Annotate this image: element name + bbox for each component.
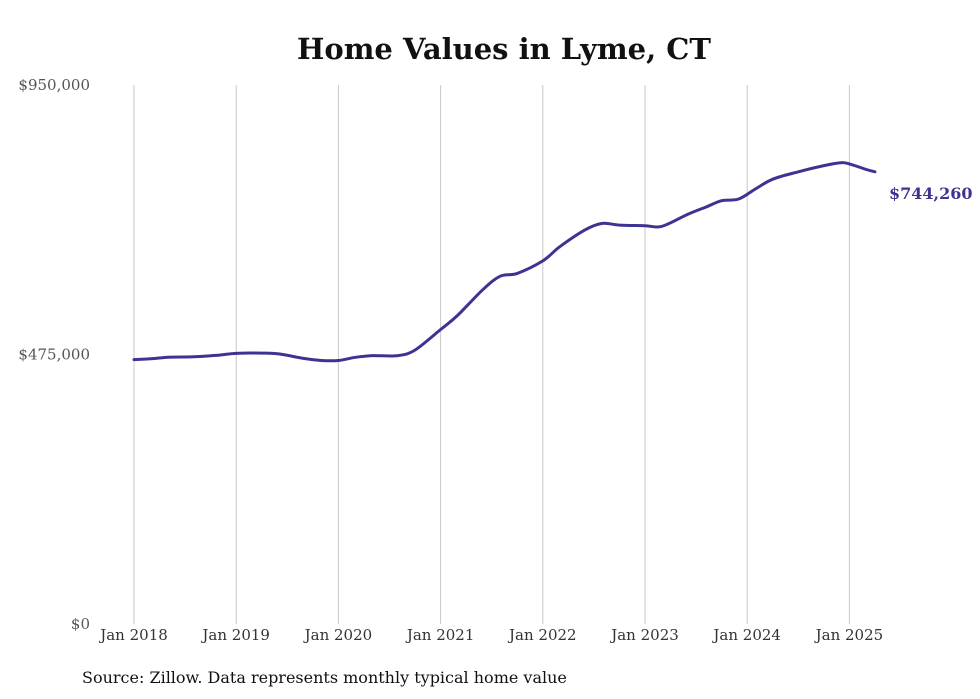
x-tick-label: Jan 2021: [405, 626, 475, 644]
x-tick-label: Jan 2023: [609, 626, 679, 644]
y-tick-label: $0: [71, 615, 90, 633]
series-layer: [132, 161, 877, 363]
x-tick-label: Jan 2018: [98, 626, 168, 644]
x-tick-label: Jan 2025: [814, 626, 884, 644]
source-note: Source: Zillow. Data represents monthly …: [82, 668, 567, 687]
x-tick-label: Jan 2020: [303, 626, 373, 644]
series-line: [132, 161, 877, 363]
x-tick-label: Jan 2022: [507, 626, 577, 644]
y-axis-ticks: $0 $475,000 $950,000: [18, 76, 90, 633]
x-tick-label: Jan 2024: [711, 626, 781, 644]
x-axis-ticks: Jan 2018 Jan 2019 Jan 2020 Jan 2021 Jan 2022…: [98, 626, 883, 644]
end-value-label: $744,260: [889, 184, 973, 203]
x-tick-label: Jan 2019: [200, 626, 270, 644]
y-tick-label: $475,000: [18, 346, 90, 364]
chart-title: Home Values in Lyme, CT: [297, 32, 711, 66]
gridlines: [133, 85, 850, 624]
y-tick-label: $950,000: [18, 76, 90, 94]
